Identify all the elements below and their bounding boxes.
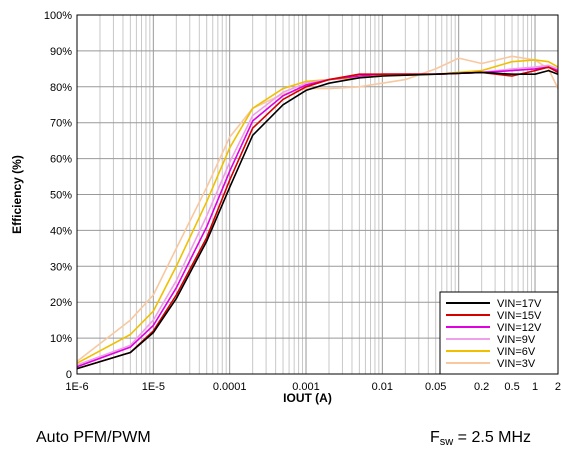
x-tick-label: 0.5 [504, 381, 519, 393]
x-tick-label: 1E-6 [65, 381, 88, 393]
y-tick-label: 20% [50, 297, 72, 309]
legend-label: VIN=12V [497, 322, 542, 334]
mode-caption: Auto PFM/PWM [36, 429, 151, 446]
y-tick-label: 70% [50, 118, 72, 130]
y-tick-label: 40% [50, 225, 72, 237]
x-tick-labels: 1E-6 1E-5 0.0001 0.001 0.01 0.05 0.2 0.5 1 2 [65, 381, 561, 393]
x-tick-label: 1E-5 [142, 381, 165, 393]
x-tick-label: 0.01 [372, 381, 393, 393]
series-line [76, 69, 559, 370]
y-tick-label: 100% [44, 10, 72, 22]
y-tick-label: 80% [50, 82, 72, 94]
y-tick-label: 50% [50, 190, 72, 202]
plot-frame [76, 14, 559, 375]
legend-label: VIN=17V [497, 298, 542, 310]
series-line [76, 55, 559, 363]
x-tick-label: 0.001 [292, 381, 320, 393]
fsw-symbol: F [430, 429, 440, 446]
legend-label: VIN=3V [497, 358, 536, 370]
legend-label: VIN=6V [497, 346, 536, 358]
y-tick-label: 30% [50, 261, 72, 273]
switching-frequency-caption: Fsw = 2.5 MHz [430, 430, 531, 448]
x-axis-label: IOUT (A) [283, 391, 332, 405]
series-line [76, 66, 559, 368]
x-tick-label: 0.05 [425, 381, 446, 393]
fsw-value: = 2.5 MHz [453, 429, 532, 446]
y-tick-label: 0 [66, 369, 72, 381]
y-tick-label: 60% [50, 154, 72, 166]
y-tick-label: 90% [50, 46, 72, 58]
series-lines [76, 55, 559, 370]
x-tick-label: 1 [532, 381, 538, 393]
legend-box [439, 291, 559, 375]
x-tick-label: 0.2 [474, 381, 489, 393]
efficiency-chart: 010%20%30%40%50%60%70%80%90%100% 1E-6 1E-… [10, 10, 561, 405]
series-line [76, 59, 559, 364]
series-line [76, 66, 559, 370]
series-line [76, 64, 559, 366]
legend-label: VIN=15V [497, 310, 542, 322]
y-tick-label: 10% [50, 333, 72, 345]
x-tick-label: 2 [555, 381, 561, 393]
y-axis-label: Efficiency (%) [10, 155, 24, 234]
legend-label: VIN=9V [497, 334, 536, 346]
x-tick-label: 0.0001 [213, 381, 247, 393]
fsw-subscript: sw [439, 436, 454, 448]
y-tick-labels: 0 10% 20% 30% 40% 50% 60% 70% 80% 90% 100% [44, 10, 72, 381]
